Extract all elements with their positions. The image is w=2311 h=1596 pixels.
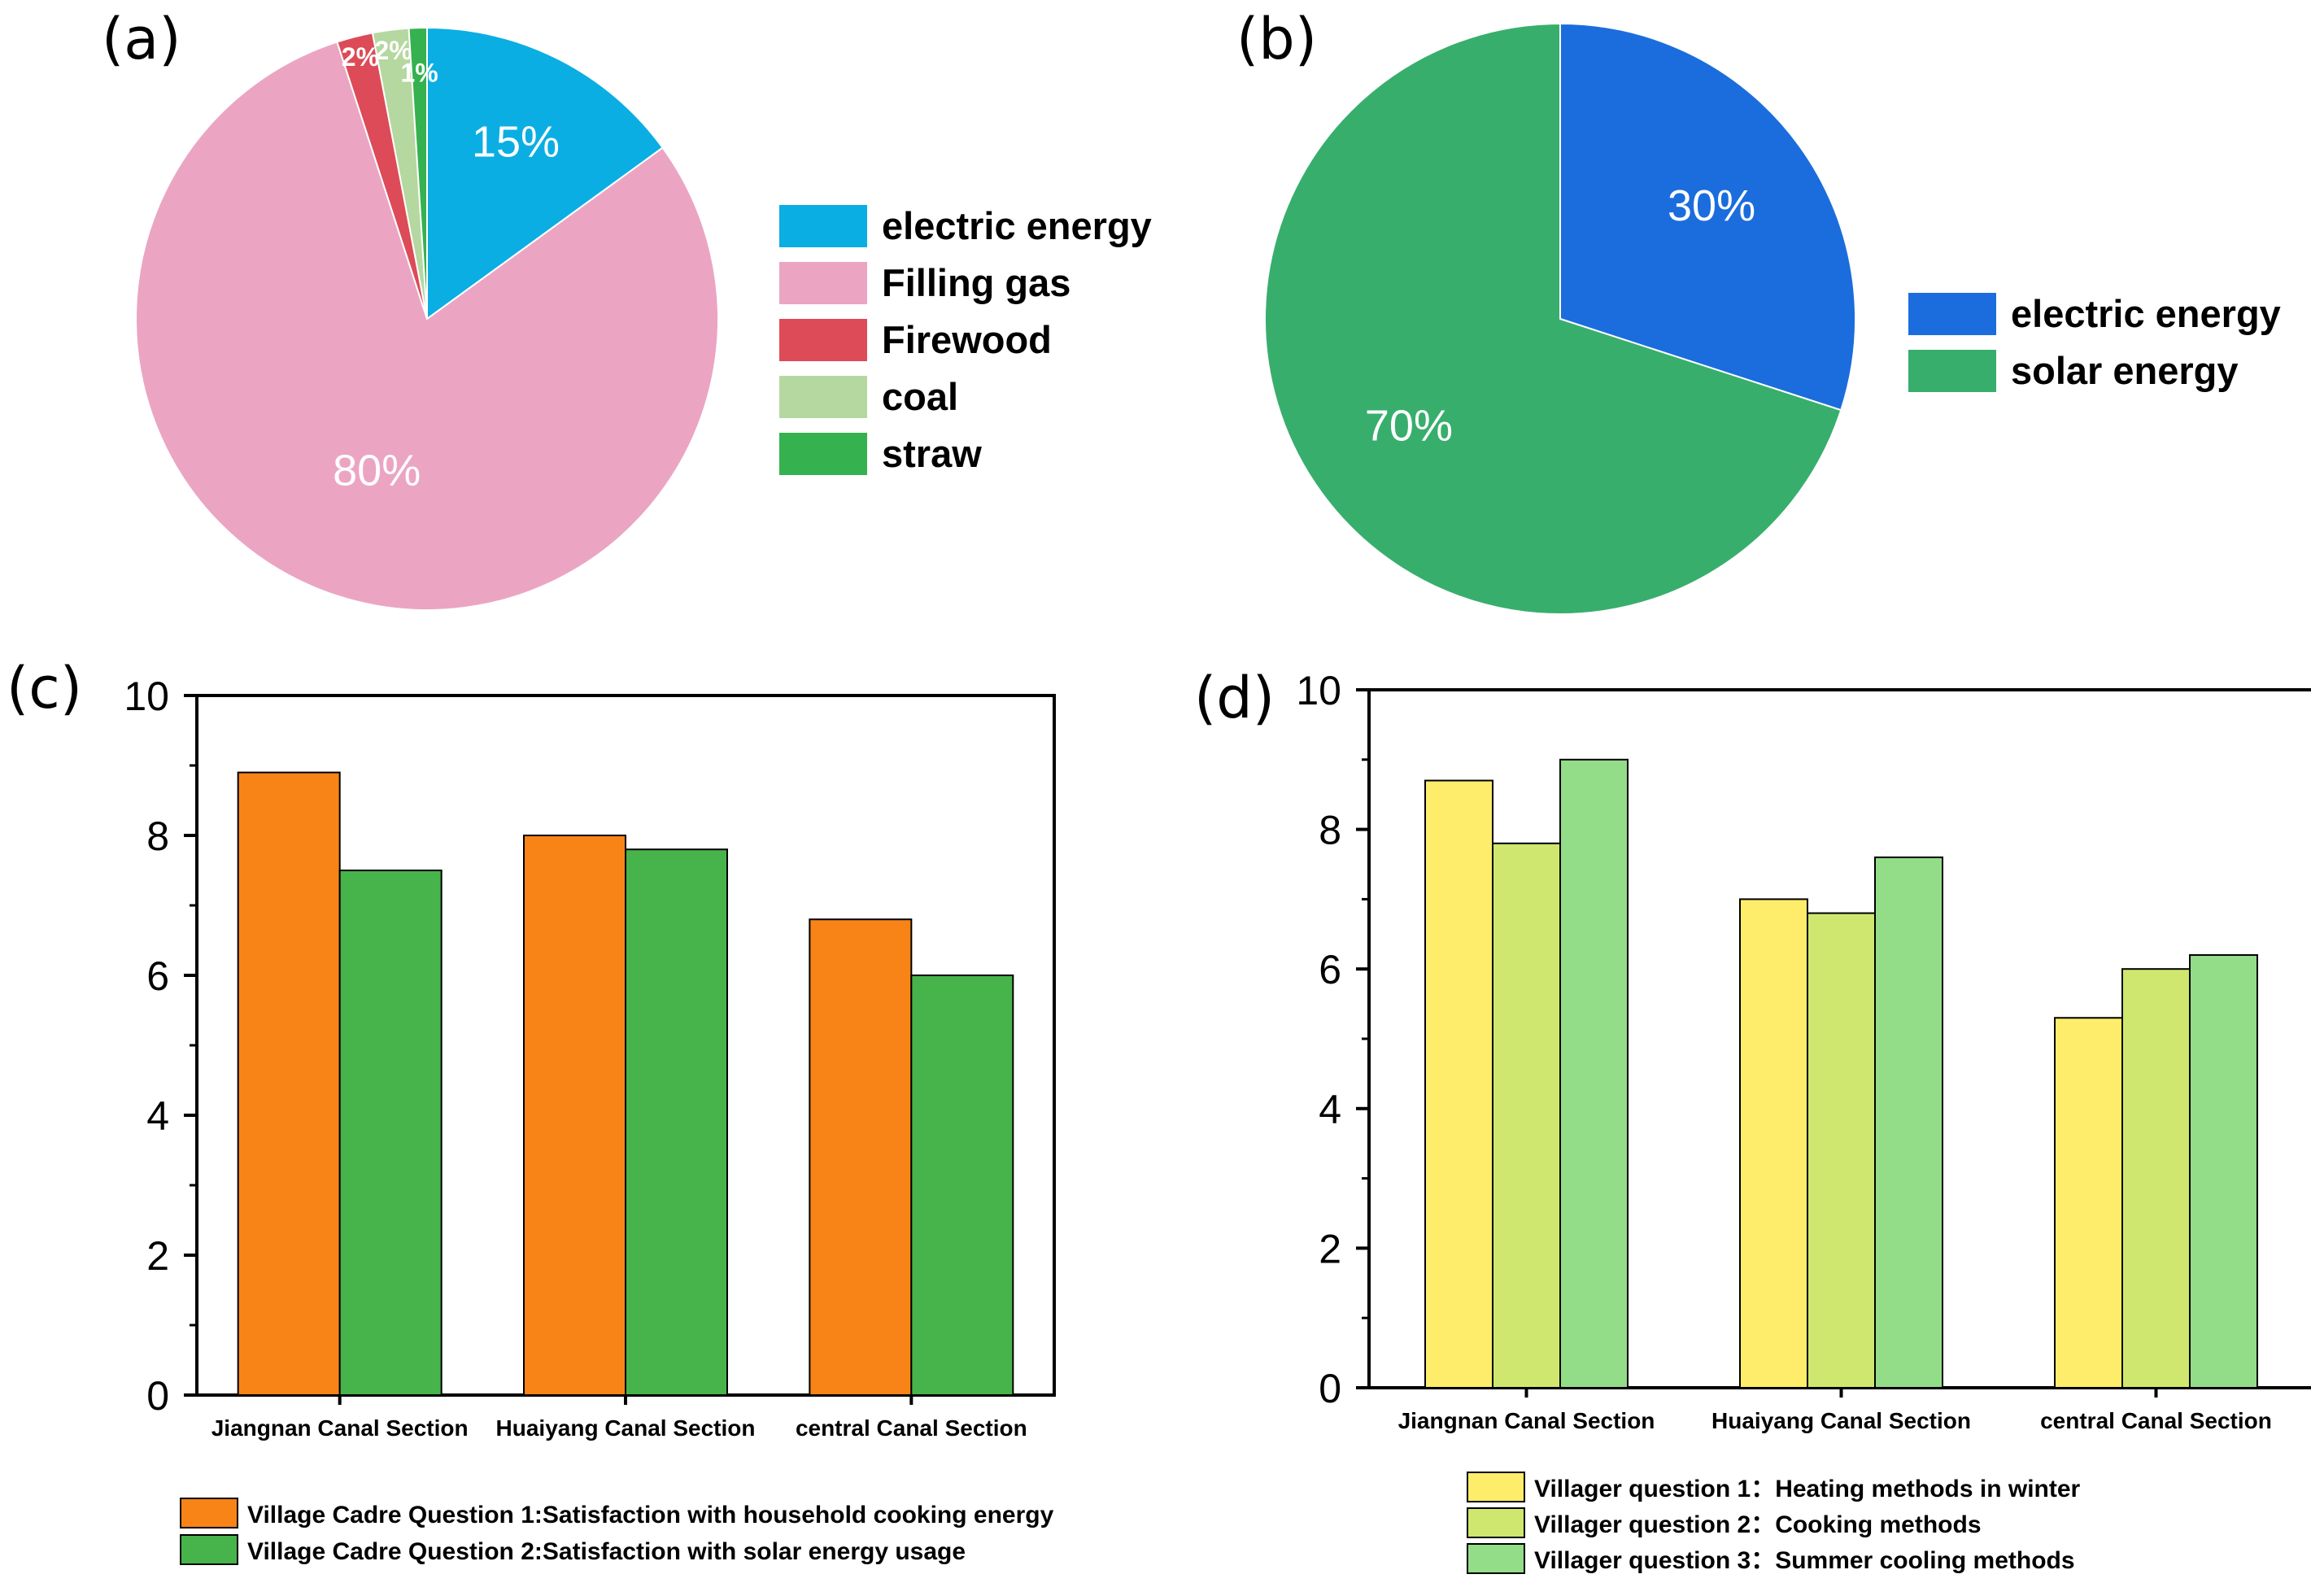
legend-label: Village Cadre Question 2:Satisfaction wi… — [247, 1538, 966, 1565]
y-tick-label: 4 — [1319, 1087, 1341, 1132]
bar — [1739, 898, 1808, 1389]
legend-label: electric energy — [882, 204, 1152, 247]
y-tick-label: 2 — [146, 1233, 169, 1279]
legend-swatch — [1467, 1507, 1525, 1538]
bar — [338, 870, 443, 1396]
pie-chart-b: 30% 70% — [1263, 22, 1856, 615]
legend-swatch — [779, 262, 867, 304]
legend-swatch — [180, 1534, 238, 1565]
bar — [1807, 912, 1876, 1389]
legend-label: Villager question 2：Cooking methods — [1534, 1511, 1982, 1538]
bar — [237, 771, 341, 1396]
pie-percent-label: 30% — [1668, 181, 1755, 230]
legend-label: electric energy — [2011, 292, 2281, 335]
y-tick-label: 4 — [146, 1093, 169, 1139]
y-tick-label: 0 — [146, 1373, 169, 1419]
legend-swatch — [779, 319, 867, 361]
legend-label: Filling gas — [882, 261, 1070, 304]
legend-label: solar energy — [2011, 349, 2239, 392]
legend-label: straw — [882, 432, 982, 475]
bar — [1874, 856, 1943, 1389]
legend-swatch — [1467, 1543, 1525, 1574]
legend-swatch — [779, 376, 867, 418]
bar — [1492, 842, 1561, 1389]
pie-percent-label: 2% — [342, 42, 379, 72]
pie-slice-filling-gas — [135, 41, 719, 611]
x-category-label: central Canal Section — [796, 1415, 1027, 1441]
pie-slice-electric-energy — [1559, 22, 1856, 412]
pie-percent-label: 80% — [333, 446, 421, 495]
legend-label: Village Cadre Question 1:Satisfaction wi… — [247, 1502, 1054, 1528]
y-tick-label: 6 — [1319, 947, 1341, 992]
panel-label-a: (a) — [102, 6, 181, 72]
x-category-label: central Canal Section — [2040, 1408, 2272, 1433]
pie-legend-a: electric energy Filling gas Firewood coal st… — [779, 204, 1152, 475]
x-category-label: Huaiyang Canal Section — [496, 1415, 756, 1441]
pie-legend-b: electric energy solar energy — [1908, 292, 2281, 392]
bar-legend-d: Villager question 1：Heating methods in w… — [1467, 1472, 2081, 1574]
x-category-label: Huaiyang Canal Section — [1711, 1408, 1971, 1433]
y-tick-label: 8 — [146, 813, 169, 859]
bar — [523, 835, 626, 1396]
x-category-label: Jiangnan Canal Section — [1398, 1408, 1655, 1433]
y-tick-label: 2 — [1319, 1226, 1341, 1271]
legend-label: Firewood — [882, 318, 1052, 361]
legend-swatch — [180, 1498, 238, 1528]
y-tick-label: 0 — [1319, 1366, 1341, 1411]
pie-chart-a: 15%80%2%2%1% — [135, 26, 719, 611]
x-category-label: Jiangnan Canal Section — [211, 1415, 469, 1441]
legend-label: Villager question 1：Heating methods in w… — [1534, 1476, 2081, 1502]
panel-label-b: (b) — [1236, 6, 1317, 72]
pie-slice-electric-energy — [426, 26, 665, 321]
legend-swatch — [779, 205, 867, 247]
pie-percent-label: 2% — [375, 36, 412, 65]
bar — [625, 848, 728, 1396]
y-tick-label: 10 — [124, 674, 169, 719]
legend-label: Villager question 3：Summer cooling metho… — [1534, 1547, 2075, 1574]
bar — [1424, 779, 1493, 1389]
bar — [2054, 1017, 2123, 1389]
legend-swatch — [1908, 350, 1996, 392]
bar — [2121, 968, 2191, 1389]
pie-percent-label: 70% — [1365, 401, 1453, 450]
panel-label-d: (d) — [1194, 665, 1275, 731]
bar — [910, 975, 1014, 1396]
legend-swatch — [1908, 293, 1996, 335]
y-tick-label: 6 — [146, 953, 169, 999]
pie-percent-label: 15% — [472, 117, 560, 166]
bar — [2189, 954, 2258, 1389]
y-tick-label: 10 — [1296, 668, 1341, 713]
pie-percent-label: 1% — [400, 59, 438, 88]
legend-label: coal — [882, 375, 958, 418]
pie-slice-solar-energy — [1263, 22, 1842, 615]
legend-swatch — [1467, 1472, 1525, 1502]
panel-label-c: (c) — [7, 655, 82, 722]
bar-chart-d: 0 2 4 6 8 10 Jiangnan Canal Section Huaiyang Ca… — [1296, 668, 2311, 1433]
legend-swatch — [779, 433, 867, 475]
pie-slice-straw — [408, 26, 428, 320]
bar-chart-c: 0 2 4 6 8 10 Jiangnan Canal Section Huaiyang Ca… — [124, 674, 1056, 1441]
bar-legend-c: Village Cadre Question 1:Satisfaction wi… — [180, 1498, 1054, 1565]
y-tick-label: 8 — [1319, 808, 1341, 853]
bar — [1559, 758, 1629, 1389]
bar — [809, 918, 913, 1396]
